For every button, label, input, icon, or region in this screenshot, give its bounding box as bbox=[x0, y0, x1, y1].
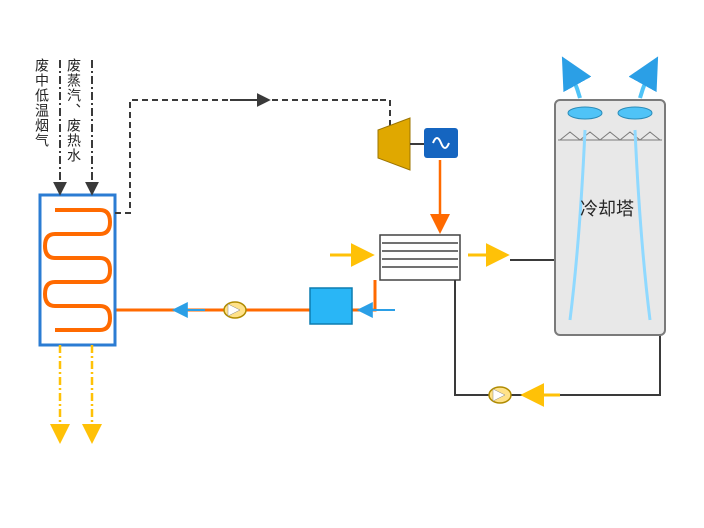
condenser-icon bbox=[380, 235, 460, 280]
generator-icon bbox=[424, 128, 458, 158]
circ-pump-1-icon bbox=[224, 302, 246, 318]
turbine-icon bbox=[378, 118, 410, 170]
label-steam-water: 废蒸汽、废热水 bbox=[64, 58, 84, 163]
feed-pump-icon bbox=[310, 288, 352, 324]
steam-to-turbine bbox=[115, 100, 380, 213]
heat-exchanger bbox=[40, 195, 115, 345]
circ-pump-2-icon bbox=[489, 387, 511, 403]
label-cooling-tower: 冷却塔 bbox=[580, 195, 634, 221]
cooling-water-line bbox=[455, 280, 555, 395]
diagram-canvas bbox=[0, 0, 704, 528]
label-flue-gas: 废中低温烟气 bbox=[32, 58, 52, 148]
